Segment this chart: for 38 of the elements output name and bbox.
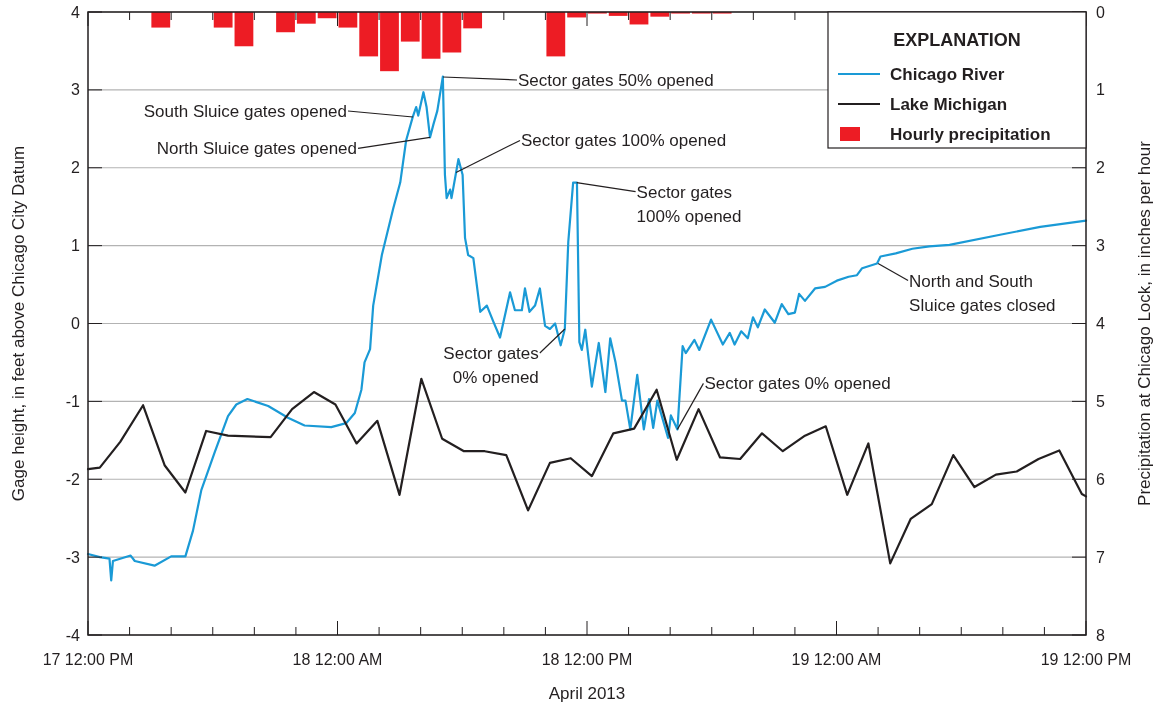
y2-tick-label: 3 [1096,237,1105,255]
x-tick-label: 19 12:00 PM [1040,651,1132,668]
legend-label: Lake Michigan [890,94,1008,114]
y-tick-label: 4 [71,3,81,21]
y-tick-label: -1 [65,392,81,410]
y-tick-label: 1 [71,237,81,255]
y2-tick-label: 2 [1096,159,1105,177]
x-tick-label: 17 12:00 PM [42,651,134,668]
y-tick-label: 0 [71,315,81,333]
x-tick-label: 19 12:00 AM [791,651,882,668]
legend-label: Hourly precipitation [890,124,1051,144]
y2-tick-label: 7 [1096,548,1105,566]
y2-tick-label: 5 [1096,392,1105,410]
legend-label: Chicago River [890,64,1005,84]
y-tick-label: -2 [65,470,81,488]
x-axis-title: April 2013 [548,684,626,703]
x-tick-label: 18 12:00 PM [541,651,633,668]
y2-tick-label: 4 [1096,315,1105,333]
y-tick-label: -4 [65,626,81,644]
annotation: Sector gates 0% opened [443,343,539,387]
y-axis-title: Gage height, in feet above Chicago City Datum [9,145,28,502]
annotation: North and South Sluice gates closed [909,271,1056,315]
y-tick-label: 2 [71,159,81,177]
annotation: South Sluice gates opened [143,102,347,121]
y-tick-label: 3 [71,81,81,99]
annotation: Sector gates 100% opened [521,131,727,151]
y-tick-label: -3 [65,548,81,566]
y2-tick-label: 1 [1096,81,1105,99]
x-tick-label: 18 12:00 AM [292,651,383,668]
annotation: Sector gates 0% opened [704,374,891,394]
annotation: Sector gates 50% opened [518,71,714,90]
y2-tick-label: 8 [1096,626,1105,644]
y2-tick-label: 0 [1096,3,1105,21]
y2-axis-title: Precipitation at Chicago Lock, in inches per hour [1135,140,1154,506]
y2-tick-label: 6 [1096,470,1105,488]
legend-title: EXPLANATION [893,30,1021,50]
annotation: Sector gates 100% opened [636,182,742,226]
annotation: North Sluice gates opened [156,139,358,159]
